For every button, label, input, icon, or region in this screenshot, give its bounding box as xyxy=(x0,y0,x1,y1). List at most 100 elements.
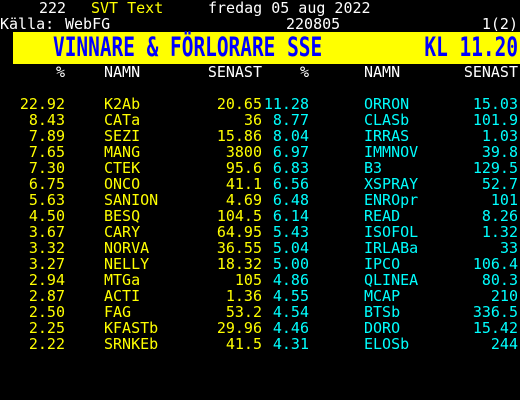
loser-name: DORO xyxy=(364,319,401,337)
gainer-name: CATa xyxy=(104,111,141,129)
loser-name: IPCO xyxy=(364,255,401,273)
table-row: 4.50 BESQ 104.5 6.14 READ 8.26 xyxy=(0,208,520,224)
page-number: 222 xyxy=(39,0,67,17)
gainer-name: CARY xyxy=(104,223,141,241)
table-row: 3.32 NORVA 36.55 5.04 IRLABa 33 xyxy=(0,240,520,256)
loser-name: IRLABa xyxy=(364,239,419,257)
gainer-pct: 4.50 xyxy=(28,207,65,225)
header-date: fredag 05 aug 2022 xyxy=(208,0,371,17)
gainer-pct: 2.50 xyxy=(28,303,65,321)
gainer-name: NELLY xyxy=(104,255,150,273)
table-row: 2.87 ACTI 1.36 4.55 MCAP 210 xyxy=(0,288,520,304)
gainer-last: 41.5 xyxy=(225,335,262,353)
loser-last: 101 xyxy=(490,191,518,209)
loser-pct: 8.04 xyxy=(272,127,309,145)
gainer-name: SRNKEb xyxy=(104,335,159,353)
gainer-last: 36 xyxy=(243,111,262,129)
loser-pct: 6.56 xyxy=(272,175,309,193)
loser-last: 210 xyxy=(490,287,518,305)
gainer-pct: 5.63 xyxy=(28,191,65,209)
gainer-last: 53.2 xyxy=(225,303,262,321)
loser-pct: 6.48 xyxy=(272,191,309,209)
gainer-last: 3800 xyxy=(225,143,262,161)
gainer-pct: 3.67 xyxy=(28,223,65,241)
table-row: 3.67 CARY 64.95 5.43 ISOFOL 1.32 xyxy=(0,224,520,240)
loser-pct: 6.97 xyxy=(272,143,309,161)
loser-last: 244 xyxy=(490,335,518,353)
table-row: 7.65 MANG 3800 6.97 IMMNOV 39.8 xyxy=(0,144,520,160)
loser-last: 52.7 xyxy=(481,175,518,193)
loser-name: BTSb xyxy=(364,303,401,321)
gainer-name: FAG xyxy=(104,303,132,321)
loser-last: 1.03 xyxy=(481,127,518,145)
gainer-last: 105 xyxy=(234,271,262,289)
gainer-last: 95.6 xyxy=(225,159,262,177)
loser-last: 101.9 xyxy=(472,111,518,129)
gainer-last: 1.36 xyxy=(225,287,262,305)
loser-name: IMMNOV xyxy=(364,143,419,161)
loser-name: IRRAS xyxy=(364,127,410,145)
title-time: KL 11.20 xyxy=(424,32,518,63)
table-row: 7.30 CTEK 95.6 6.83 B3 129.5 xyxy=(0,160,520,176)
source-value: WebFG xyxy=(65,15,111,33)
title-band: VINNARE & FÖRLORARE SSE KL 11.20 xyxy=(13,32,520,64)
loser-name: READ xyxy=(364,207,401,225)
table-row: 7.89 SEZI 15.86 8.04 IRRAS 1.03 xyxy=(0,128,520,144)
gainer-last: 18.32 xyxy=(216,255,262,273)
gainer-name: K2Ab xyxy=(104,95,141,113)
gainer-last: 29.96 xyxy=(216,319,262,337)
gainer-pct: 2.87 xyxy=(28,287,65,305)
loser-pct: 11.28 xyxy=(263,95,309,113)
gainer-pct: 2.25 xyxy=(28,319,65,337)
col-header-name-left: NAMN xyxy=(104,63,141,81)
table-row: 5.63 SANION 4.69 6.48 ENROpr 101 xyxy=(0,192,520,208)
gainer-pct: 7.89 xyxy=(28,127,65,145)
gainer-pct: 6.75 xyxy=(28,175,65,193)
gainer-name: SANION xyxy=(104,191,159,209)
gainer-pct: 7.30 xyxy=(28,159,65,177)
gainer-name: NORVA xyxy=(104,239,150,257)
gainer-last: 15.86 xyxy=(216,127,262,145)
table-row: 2.50 FAG 53.2 4.54 BTSb 336.5 xyxy=(0,304,520,320)
page-index: 1(2) xyxy=(481,15,518,33)
table-row: 8.43 CATa 36 8.77 CLASb 101.9 xyxy=(0,112,520,128)
loser-name: B3 xyxy=(364,159,383,177)
gainer-name: MANG xyxy=(104,143,141,161)
gainer-name: ACTI xyxy=(104,287,141,305)
loser-name: MCAP xyxy=(364,287,401,305)
gainer-last: 64.95 xyxy=(216,223,262,241)
service-name: SVT Text xyxy=(91,0,164,17)
loser-pct: 5.04 xyxy=(272,239,309,257)
gainer-last: 104.5 xyxy=(216,207,262,225)
loser-pct: 4.46 xyxy=(272,319,309,337)
loser-last: 33 xyxy=(499,239,518,257)
loser-name: XSPRAY xyxy=(364,175,419,193)
gainer-pct: 22.92 xyxy=(19,95,65,113)
gainer-last: 36.55 xyxy=(216,239,262,257)
loser-last: 80.3 xyxy=(481,271,518,289)
gainer-name: CTEK xyxy=(104,159,141,177)
loser-name: ELOSb xyxy=(364,335,410,353)
table-row: 6.75 ONCO 41.1 6.56 XSPRAY 52.7 xyxy=(0,176,520,192)
table-row: 2.25 KFASTb 29.96 4.46 DORO 15.42 xyxy=(0,320,520,336)
gainer-name: SEZI xyxy=(104,127,141,145)
loser-last: 336.5 xyxy=(472,303,518,321)
loser-last: 1.32 xyxy=(481,223,518,241)
gainer-last: 41.1 xyxy=(225,175,262,193)
loser-pct: 5.43 xyxy=(272,223,309,241)
gainer-last: 4.69 xyxy=(225,191,262,209)
loser-last: 8.26 xyxy=(481,207,518,225)
page-title: VINNARE & FÖRLORARE SSE xyxy=(53,32,323,63)
table-row: 2.22 SRNKEb 41.5 4.31 ELOSb 244 xyxy=(0,336,520,352)
loser-last: 15.42 xyxy=(472,319,518,337)
loser-pct: 4.31 xyxy=(272,335,309,353)
header-line: 222 SVT Text fredag 05 aug 2022 xyxy=(0,0,520,16)
loser-name: ORRON xyxy=(364,95,410,113)
gainer-last: 20.65 xyxy=(216,95,262,113)
loser-pct: 4.86 xyxy=(272,271,309,289)
gainer-pct: 7.65 xyxy=(28,143,65,161)
table-row: 2.94 MTGa 105 4.86 QLINEA 80.3 xyxy=(0,272,520,288)
loser-last: 39.8 xyxy=(481,143,518,161)
table-row: 22.92 K2Ab 20.65 11.28 ORRON 15.03 xyxy=(0,96,520,112)
